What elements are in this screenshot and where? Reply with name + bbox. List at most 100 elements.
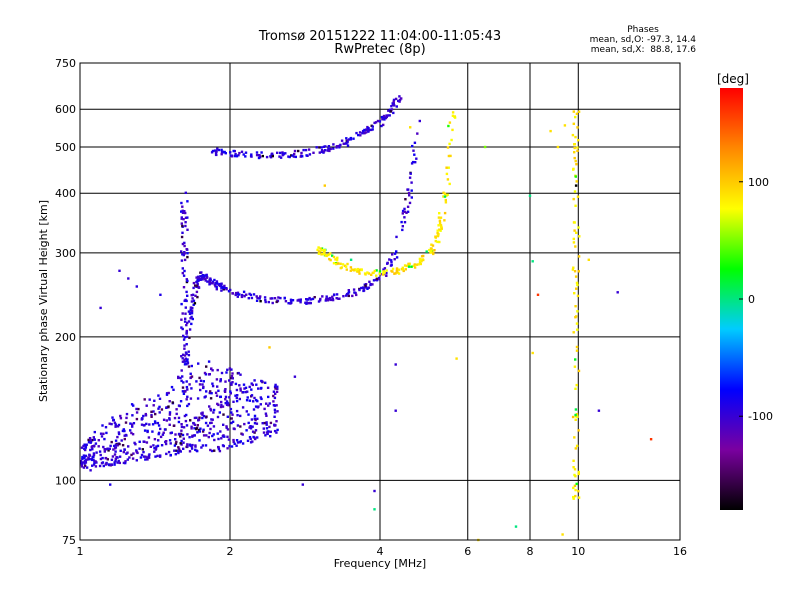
data-point [103,450,106,453]
data-point [351,268,354,271]
data-point [162,418,166,421]
data-point [297,299,300,302]
data-point [448,142,451,146]
data-point [94,465,98,468]
data-point [317,252,321,255]
data-point [157,407,160,410]
data-point [89,441,92,444]
data-point [190,375,194,378]
data-point [226,368,229,371]
data-point [446,146,450,149]
data-point [239,373,242,376]
data-point [165,393,169,396]
data-point [182,447,185,450]
data-point [187,350,190,353]
data-point [442,191,445,194]
data-point [382,271,385,274]
data-point [210,421,213,424]
data-point [403,210,407,213]
data-point [134,443,137,446]
data-point [572,486,575,490]
data-point [226,428,230,431]
data-point [326,149,329,152]
data-point [181,360,185,363]
data-point [215,288,218,291]
data-point [218,284,222,288]
data-point [389,110,393,113]
data-point [117,432,121,436]
data-point [265,402,268,405]
data-point [211,384,215,388]
data-point [198,416,201,419]
data-point [199,275,202,278]
data-point [112,418,115,422]
data-point [190,427,193,430]
data-point [221,286,224,289]
data-point [349,138,353,141]
colorbar [720,88,743,510]
data-point [342,295,345,298]
data-point [483,145,487,149]
data-point [246,396,249,399]
data-point [200,271,203,274]
data-point [162,431,165,434]
data-point [196,449,199,453]
data-point [378,270,382,273]
data-point [448,182,451,186]
data-point [152,444,155,447]
data-point [578,235,581,238]
data-point [194,284,197,287]
data-point [98,464,102,468]
data-point [284,300,288,303]
data-point [347,294,350,298]
data-point [225,403,229,406]
data-point [364,283,368,286]
data-point [364,273,367,276]
data-point [234,382,238,386]
data-point [364,131,368,134]
data-point [320,150,323,154]
data-point [304,148,308,152]
data-point [371,283,374,286]
data-point [577,472,580,476]
data-point [320,149,324,152]
data-point [577,496,581,499]
data-point [182,218,185,221]
data-point [201,444,205,447]
data-point [265,431,269,434]
data-point [447,124,450,128]
data-point [203,396,206,399]
data-point [371,125,374,128]
data-point [220,148,223,152]
data-point [183,363,187,366]
data-point [218,282,221,286]
data-point [373,121,376,125]
data-point [210,418,213,421]
data-point [220,400,223,404]
data-point [183,344,186,347]
data-point [212,411,215,414]
data-point [144,412,147,416]
data-point [514,525,518,528]
data-point [184,312,187,315]
data-point [94,460,97,463]
data-point [387,109,390,112]
data-point [198,439,201,442]
data-point [335,257,339,260]
data-point [444,198,447,202]
data-point [91,448,94,451]
data-point [185,424,189,427]
data-point [240,295,244,299]
data-point [437,224,440,227]
data-point [403,207,406,211]
data-point [348,138,351,141]
data-point [104,457,107,460]
data-point [185,398,188,401]
data-point [196,424,199,427]
data-point [255,295,258,298]
data-point [140,423,144,426]
data-point [575,112,579,115]
data-point [91,458,94,462]
data-point [133,441,136,445]
data-point [244,155,247,158]
